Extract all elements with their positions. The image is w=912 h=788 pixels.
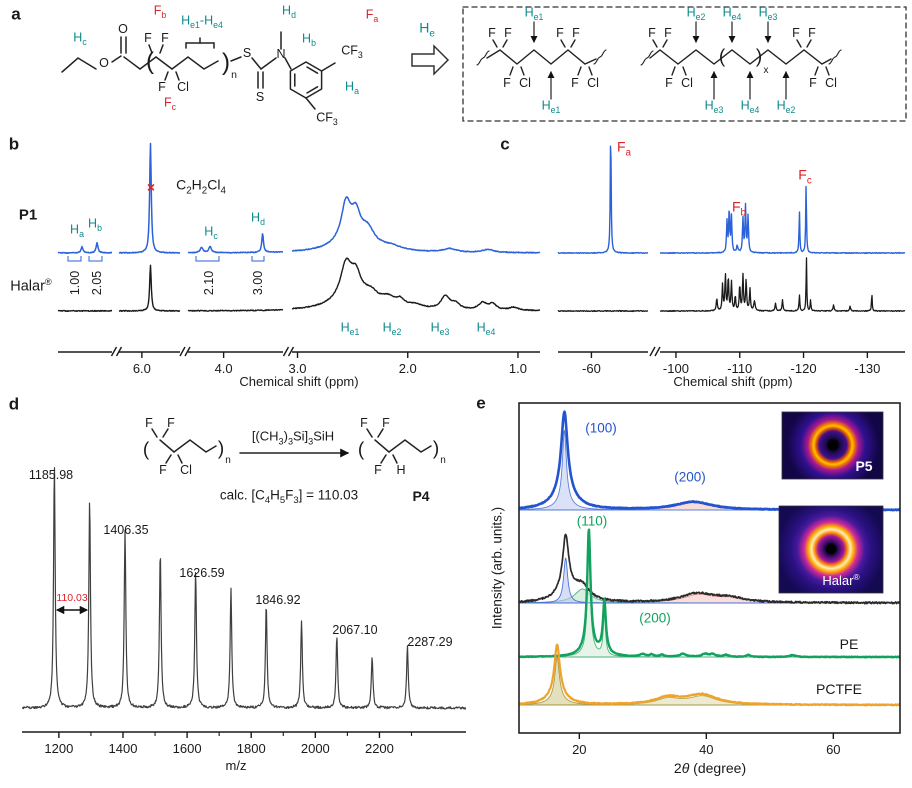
- axis-break: [287, 346, 295, 357]
- tick-label: 40: [699, 742, 713, 757]
- tick-label: 1200: [44, 741, 73, 756]
- trace-P1: [659, 185, 906, 255]
- tick-label: -120: [791, 361, 817, 376]
- tick-label: 4.0: [215, 361, 233, 376]
- inset-halar-image: [778, 505, 884, 594]
- trace-Halar®: [187, 308, 284, 312]
- x-axis-title: m/z: [226, 758, 247, 773]
- trace-Halar®: [118, 264, 181, 313]
- trace-P4 MALDI: [21, 467, 467, 710]
- axis-break: [179, 346, 186, 357]
- tick-label: 3.0: [288, 361, 306, 376]
- tick-label: 2.0: [399, 361, 417, 376]
- tick-label: 1.0: [509, 361, 527, 376]
- tick-label: 6.0: [133, 361, 151, 376]
- tick-label: -60: [582, 361, 601, 376]
- tick-label: 20: [572, 742, 586, 757]
- tick-label: 1600: [173, 741, 202, 756]
- axis-break: [282, 346, 290, 357]
- plot-frame: [518, 402, 901, 734]
- x-axis-title: Chemical shift (ppm): [239, 374, 358, 389]
- tick-label: 2200: [365, 741, 394, 756]
- xrd-insets: [778, 411, 884, 594]
- x-axis-title: Chemical shift (ppm): [673, 374, 792, 389]
- structure-box: [462, 6, 907, 122]
- trace-Halar®: [57, 309, 113, 313]
- tick-label: 60: [826, 742, 840, 757]
- trace-P1: [557, 145, 649, 255]
- trace-P1: [57, 241, 113, 254]
- tick-label: -100: [663, 361, 689, 376]
- trace-P1: [291, 195, 541, 254]
- tick-label: -110: [727, 361, 752, 376]
- axis-break: [110, 346, 118, 357]
- axis-break: [115, 346, 123, 357]
- trace-Halar®: [557, 309, 649, 313]
- trace-PE: [518, 528, 901, 659]
- trace-Halar®: [291, 257, 541, 312]
- integral-brackets: [67, 256, 265, 262]
- tick-label: 1400: [109, 741, 138, 756]
- axis-break: [649, 346, 656, 357]
- trace-P1: [118, 142, 181, 254]
- trace-Halar®: [659, 257, 906, 313]
- tick-label: 1800: [237, 741, 266, 756]
- structure-p1: [61, 31, 336, 110]
- axis-break: [654, 346, 661, 357]
- maldi-chart: 1200 1400 1600 1800 2000 2200 m/z: [21, 467, 467, 773]
- h1-nmr-chart: 6.0 4.0 3.0 2.0 1.0 Chemical shift (ppm): [57, 142, 541, 389]
- f19-nmr-chart: -60 -100 -110 -120 -130 Chemical shift (ppm): [557, 145, 906, 389]
- trace-PCTFE: [518, 643, 901, 707]
- tick-label: 2000: [301, 741, 330, 756]
- transform-arrow: [411, 44, 450, 76]
- trace-P1: [187, 233, 284, 254]
- trace-Halar®: [518, 533, 901, 605]
- xrd-chart: 20 40 60: [518, 402, 901, 757]
- axis-break: [184, 346, 191, 357]
- inset-p5-image: [781, 411, 884, 480]
- reaction-scheme: [151, 428, 432, 464]
- tick-label: -130: [854, 361, 880, 376]
